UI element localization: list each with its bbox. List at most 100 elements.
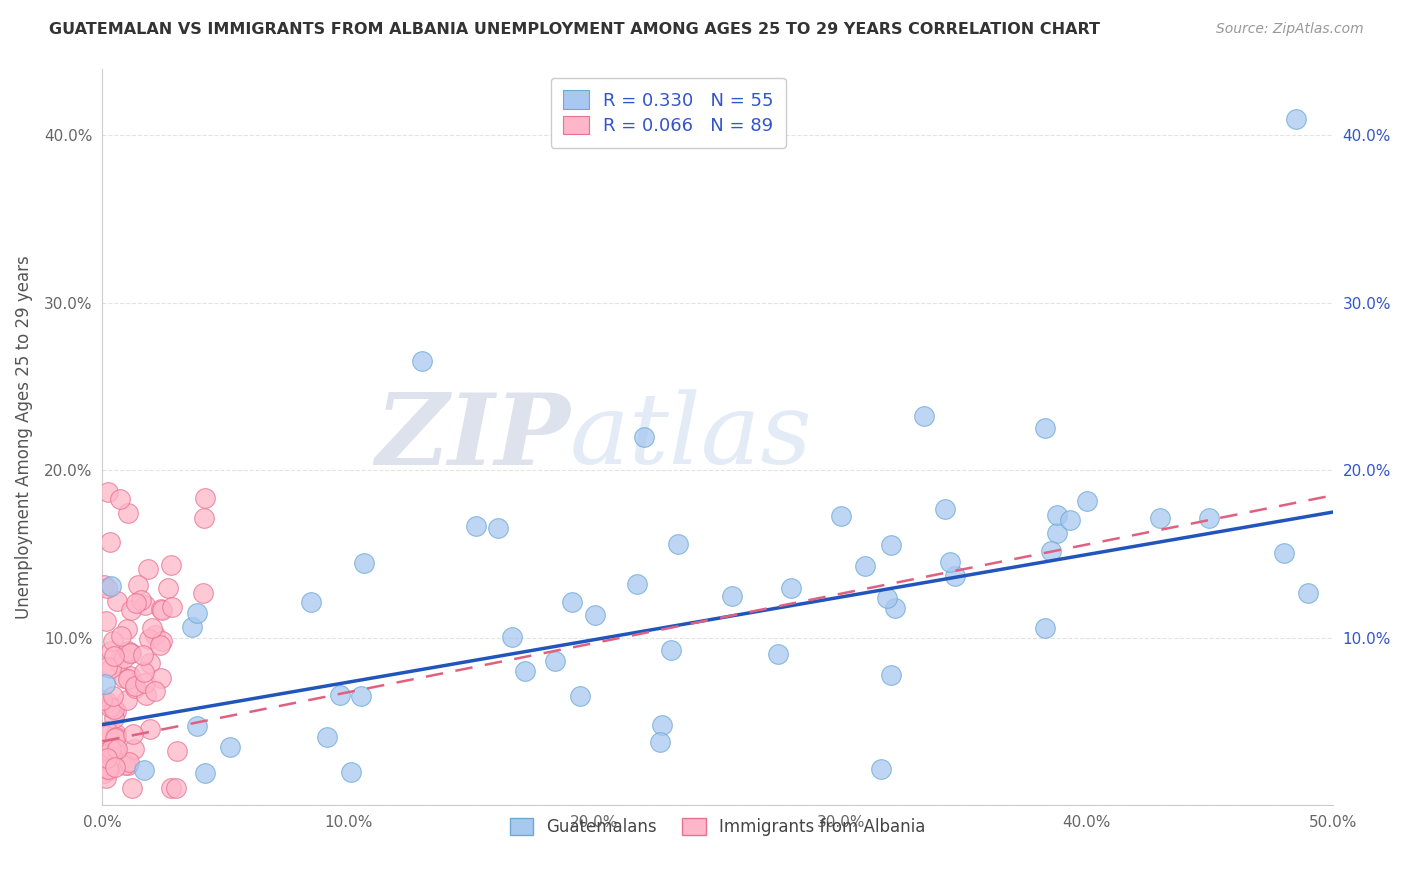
Point xyxy=(98,699,121,714)
Point xyxy=(218,739,240,754)
Point xyxy=(117,755,139,769)
Point xyxy=(117,506,139,520)
Point xyxy=(132,764,155,778)
Point xyxy=(115,623,138,637)
Point xyxy=(120,646,142,660)
Point xyxy=(141,621,163,635)
Point xyxy=(486,521,509,535)
Point xyxy=(626,577,648,591)
Point xyxy=(105,704,128,718)
Point xyxy=(107,655,129,669)
Point xyxy=(93,766,115,780)
Point xyxy=(122,727,145,741)
Point xyxy=(94,677,117,691)
Point xyxy=(91,762,114,776)
Point xyxy=(131,593,153,607)
Point xyxy=(583,607,606,622)
Point xyxy=(138,632,160,647)
Point xyxy=(134,665,156,679)
Point xyxy=(103,741,125,756)
Point xyxy=(648,735,671,749)
Point xyxy=(124,742,146,756)
Point xyxy=(544,654,567,668)
Point xyxy=(91,692,114,706)
Point xyxy=(110,629,132,643)
Point xyxy=(117,672,139,686)
Point xyxy=(96,751,118,765)
Point xyxy=(876,591,898,606)
Point xyxy=(100,661,122,675)
Point xyxy=(150,602,173,616)
Point xyxy=(830,508,852,523)
Point xyxy=(114,757,136,772)
Point xyxy=(651,718,673,732)
Text: atlas: atlas xyxy=(569,389,813,484)
Point xyxy=(94,615,117,629)
Point xyxy=(1272,546,1295,560)
Point xyxy=(117,692,139,706)
Point xyxy=(118,646,141,660)
Point xyxy=(1296,585,1319,599)
Point xyxy=(943,569,966,583)
Point xyxy=(513,664,536,678)
Point xyxy=(105,594,128,608)
Point xyxy=(934,502,956,516)
Point xyxy=(103,711,125,725)
Point xyxy=(103,702,125,716)
Point xyxy=(100,742,122,756)
Point xyxy=(108,491,131,506)
Point xyxy=(1059,513,1081,527)
Point xyxy=(97,728,120,742)
Point xyxy=(181,620,204,634)
Point xyxy=(103,649,125,664)
Point xyxy=(104,730,127,744)
Point xyxy=(353,556,375,570)
Point xyxy=(766,648,789,662)
Point xyxy=(96,695,118,709)
Point xyxy=(780,581,803,595)
Point xyxy=(1033,621,1056,635)
Point xyxy=(104,731,127,746)
Point xyxy=(100,579,122,593)
Point xyxy=(132,648,155,662)
Point xyxy=(134,598,156,612)
Point xyxy=(870,762,893,776)
Point xyxy=(156,581,179,595)
Point xyxy=(721,590,744,604)
Point xyxy=(96,771,118,785)
Point xyxy=(93,753,115,767)
Point xyxy=(193,511,215,525)
Point xyxy=(880,538,903,552)
Point xyxy=(659,643,682,657)
Point xyxy=(103,689,125,703)
Point xyxy=(105,742,128,756)
Legend: Guatemalans, Immigrants from Albania: Guatemalans, Immigrants from Albania xyxy=(502,810,934,845)
Point xyxy=(666,536,689,550)
Point xyxy=(135,689,157,703)
Point xyxy=(136,562,159,576)
Point xyxy=(1046,526,1069,541)
Point xyxy=(94,748,117,763)
Point xyxy=(569,689,592,703)
Point xyxy=(97,763,120,777)
Text: Source: ZipAtlas.com: Source: ZipAtlas.com xyxy=(1216,22,1364,37)
Point xyxy=(1076,494,1098,508)
Point xyxy=(166,744,188,758)
Point xyxy=(138,656,160,670)
Point xyxy=(118,669,141,683)
Point xyxy=(160,558,183,572)
Point xyxy=(112,650,135,665)
Text: ZIP: ZIP xyxy=(375,389,569,485)
Point xyxy=(143,628,166,642)
Point xyxy=(93,758,115,772)
Point xyxy=(117,644,139,658)
Point xyxy=(299,594,322,608)
Text: GUATEMALAN VS IMMIGRANTS FROM ALBANIA UNEMPLOYMENT AMONG AGES 25 TO 29 YEARS COR: GUATEMALAN VS IMMIGRANTS FROM ALBANIA UN… xyxy=(49,22,1101,37)
Point xyxy=(150,633,173,648)
Point xyxy=(162,600,184,615)
Point xyxy=(96,484,118,499)
Point xyxy=(96,659,118,673)
Point xyxy=(124,681,146,695)
Point xyxy=(104,760,127,774)
Point xyxy=(938,555,960,569)
